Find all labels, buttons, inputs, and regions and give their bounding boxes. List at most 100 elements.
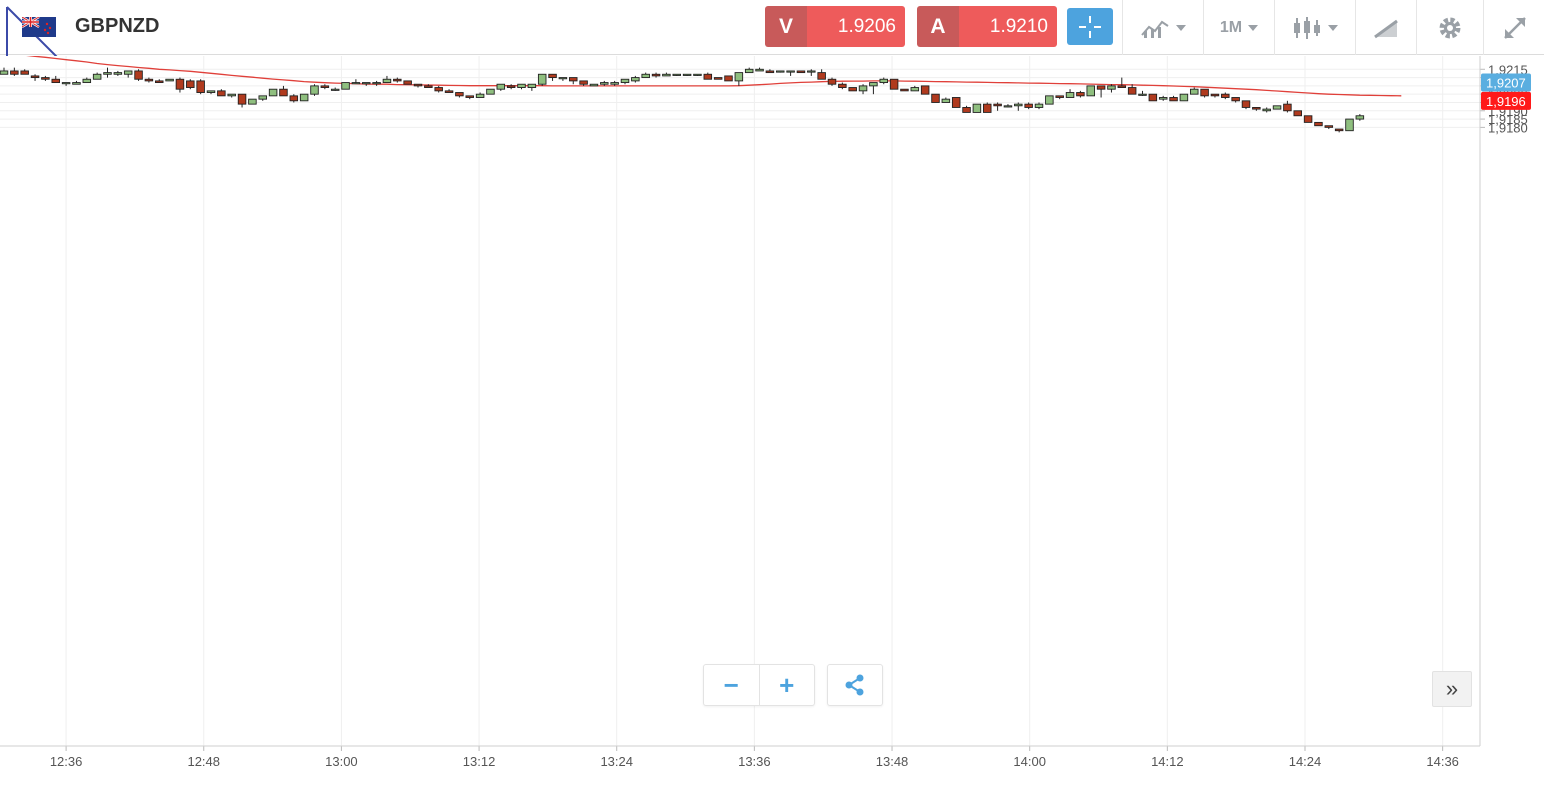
candle [1055, 95, 1064, 100]
crosshair-button[interactable] [1067, 8, 1113, 45]
candles-layer [0, 67, 1365, 133]
candle [983, 102, 992, 113]
candle-body [651, 73, 661, 77]
candle [299, 93, 309, 102]
candle [527, 83, 537, 91]
price-axis: 1,92151,92101,92051,92001,91951,91901,91… [1479, 56, 1531, 746]
candle-body [672, 73, 682, 76]
drawing-tools-button[interactable] [1355, 0, 1416, 55]
candle [320, 84, 330, 90]
share-button[interactable] [827, 664, 883, 706]
candle [144, 77, 154, 83]
candle-body [465, 95, 475, 98]
indicators-button[interactable] [1122, 0, 1203, 55]
candle [134, 69, 143, 81]
candle [1283, 100, 1292, 113]
candle [496, 83, 506, 91]
candle [1045, 95, 1054, 105]
candle [734, 72, 744, 86]
zoom-out-button[interactable]: − [704, 665, 760, 705]
candle-body [1117, 85, 1127, 88]
candle-body [330, 88, 340, 91]
instrument-symbol: GBPNZD [75, 15, 160, 37]
candle-body [175, 78, 185, 90]
candle-body [268, 88, 278, 97]
scroll-right-button[interactable]: » [1432, 671, 1472, 707]
candle [1148, 93, 1158, 102]
candle [444, 89, 454, 93]
candle-body [320, 85, 330, 88]
candle-body [1262, 108, 1271, 112]
candle [651, 72, 661, 78]
candle [869, 82, 878, 95]
sell-quote-button[interactable]: V 1.9206 [765, 6, 905, 47]
candle [113, 70, 123, 76]
candle-body [61, 82, 71, 85]
candle [631, 75, 640, 83]
candle-body [1065, 92, 1075, 98]
price-tag-label: 1,9196 [1486, 94, 1526, 109]
candle-body [1293, 110, 1302, 117]
candle [1096, 85, 1106, 98]
chevron-down-icon [1176, 24, 1186, 31]
candle-body [910, 87, 920, 92]
candle-body [351, 82, 361, 85]
indicators-icon [1141, 20, 1169, 38]
candle [662, 72, 671, 77]
price-chart[interactable]: 1,92151,92101,92051,92001,91951,91901,91… [0, 52, 1544, 781]
candle [217, 89, 226, 97]
candle-body [506, 85, 516, 88]
candle-body [424, 85, 433, 88]
settings-button[interactable] [1416, 0, 1483, 55]
x-tick-label: 12:48 [187, 754, 220, 769]
timeframe-label: 1M [1219, 18, 1243, 36]
candle-body [299, 93, 309, 102]
candle-body [713, 77, 723, 80]
candle-body [776, 70, 785, 73]
price-tag-bg [1481, 73, 1531, 92]
candle-body [755, 68, 764, 72]
candle [413, 83, 423, 88]
candle [796, 70, 806, 74]
candle [196, 79, 205, 95]
candle [103, 67, 112, 78]
sell-price: 1.9206 [807, 6, 905, 47]
candle [600, 80, 609, 86]
candle [931, 93, 940, 103]
candle [1014, 102, 1023, 111]
candle-body [10, 70, 19, 75]
buy-quote-button[interactable]: A 1.9210 [917, 6, 1057, 47]
candle [776, 70, 785, 73]
fullscreen-button[interactable] [1483, 0, 1544, 55]
candle [1252, 107, 1261, 111]
chart-area[interactable]: 1,92151,92101,92051,92001,91951,91901,91… [0, 52, 1544, 781]
candle-body [258, 95, 268, 100]
candle-body [41, 77, 50, 80]
chart-type-button[interactable] [1274, 0, 1355, 55]
y-tick-label: 1,9185 [1488, 112, 1528, 127]
candle-body [1303, 115, 1313, 123]
candle [724, 75, 733, 82]
candle-body [372, 82, 381, 85]
candle-body [103, 72, 112, 75]
candle [455, 92, 464, 98]
candle [579, 80, 588, 86]
candle-body [569, 77, 578, 82]
candle-body [123, 70, 133, 75]
candle-body [579, 80, 588, 85]
candle-body [486, 88, 495, 95]
candle [268, 88, 278, 97]
zoom-in-button[interactable]: + [779, 669, 795, 700]
candle [693, 73, 702, 76]
candle-body [1034, 103, 1044, 108]
candle [972, 103, 982, 113]
candle-body [475, 93, 485, 98]
timeframe-dropdown[interactable]: 1M [1203, 0, 1274, 55]
candle-body [217, 90, 226, 97]
candle [341, 82, 350, 90]
top-toolbar: GBPNZD V 1.9206 A 1.9210 1M [0, 0, 1544, 69]
candle-body [537, 73, 547, 85]
candle [175, 77, 185, 93]
candle-body [227, 93, 236, 97]
candle-body [993, 103, 1002, 107]
